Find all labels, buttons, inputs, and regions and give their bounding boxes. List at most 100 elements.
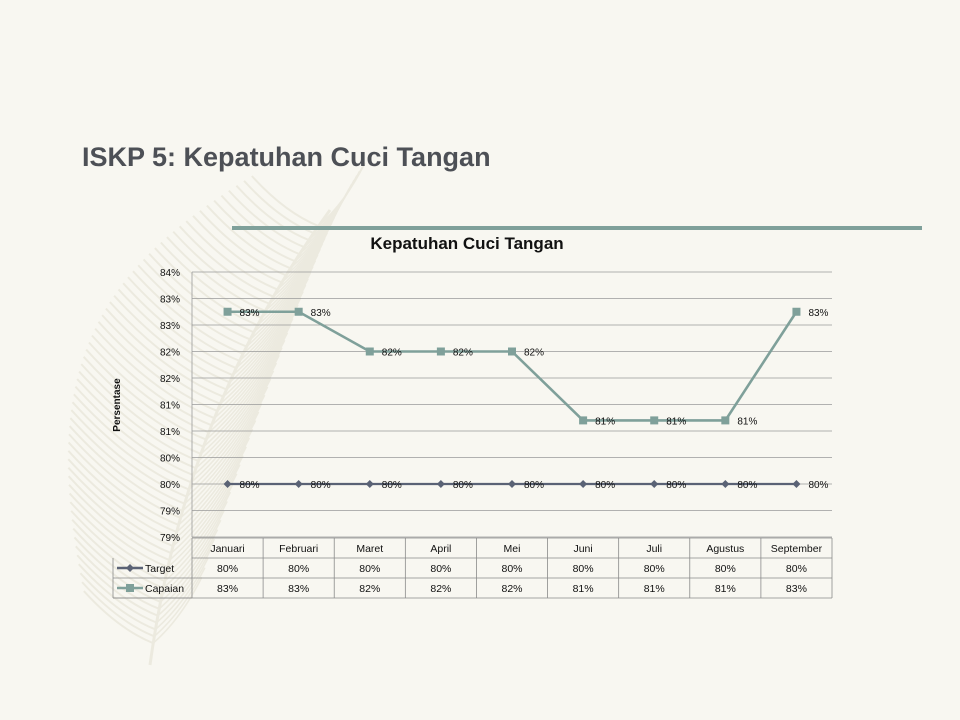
feather-barb-left	[67, 450, 178, 533]
y-tick-label: 83%	[160, 295, 180, 306]
feather-barb-right	[195, 354, 280, 469]
point-capaian	[721, 416, 730, 425]
point-target	[721, 480, 730, 488]
feather-barb-right	[186, 386, 269, 498]
feather-barb-left	[142, 258, 251, 341]
table-cell: 80%	[786, 563, 807, 575]
data-label-target: 80%	[737, 480, 757, 491]
table-cell: 80%	[288, 563, 309, 575]
table-cell: 80%	[644, 563, 665, 575]
feather-barb-right	[182, 403, 263, 512]
feather-barb-left	[69, 501, 167, 576]
feather-barb-right	[219, 291, 304, 405]
feather-barb-right	[172, 446, 247, 547]
table-header-cell: Maret	[356, 543, 383, 555]
feather-barb-left	[235, 185, 310, 241]
feather-barb-right	[205, 325, 291, 441]
feather-barb-right	[317, 162, 366, 227]
y-tick-label: 82%	[160, 348, 180, 359]
feather-barb-left	[220, 194, 300, 256]
feather-barb-right	[165, 482, 235, 575]
feather-barb-left	[91, 334, 213, 427]
table-cell: 83%	[288, 583, 309, 595]
data-label-capaian: 82%	[453, 348, 473, 359]
data-label-target: 80%	[524, 480, 544, 491]
feather-barb-left	[67, 458, 176, 541]
feather-barb-left	[80, 363, 202, 455]
table-cell: 81%	[644, 583, 665, 595]
table-header-cell: Februari	[279, 543, 318, 555]
table-cell: 80%	[430, 563, 451, 575]
feather-barb-left	[67, 475, 172, 555]
table-cell: 81%	[573, 583, 594, 595]
point-capaian	[436, 347, 445, 356]
feather-barb-right	[180, 411, 260, 519]
feather-barb-right	[174, 437, 251, 540]
feather-barb-right	[153, 567, 206, 637]
feather-barb-right	[159, 519, 222, 603]
y-tick-label: 82%	[160, 374, 180, 385]
table-cell: 80%	[359, 563, 380, 575]
y-axis-ticks: 84% 83% 83% 82% 82% 81% 81% 80% 80% 79% 79%	[160, 268, 180, 544]
table-cell: 80%	[715, 563, 736, 575]
table-cell: 80%	[217, 563, 238, 575]
feather-barb-right	[225, 278, 309, 391]
feather-barb-right	[158, 529, 219, 610]
point-capaian	[508, 347, 516, 356]
feather-barb-left	[79, 572, 156, 631]
data-label-capaian: 83%	[311, 308, 331, 319]
feather-barb-left	[105, 307, 224, 398]
feather-barb-left	[71, 401, 190, 491]
feather-barb-left	[251, 175, 319, 227]
table-cell: 80%	[573, 563, 594, 575]
table-header-cell: Juli	[646, 543, 662, 555]
feather-barb-left	[78, 370, 199, 462]
data-label-capaian: 83%	[240, 308, 260, 319]
feather-barb-left	[148, 253, 255, 334]
feather-barb-right	[178, 420, 257, 526]
feather-barb-right	[188, 378, 272, 491]
series-layer: 80% 80% 80% 80% 80% 80% 80% 80% 80% 83% 83% 82% 82% 8…	[223, 307, 829, 491]
feather-barb-right	[216, 297, 302, 412]
feather-barb-left	[122, 282, 237, 369]
point-capaian	[365, 347, 374, 356]
feather-barb-right	[154, 557, 209, 631]
feather-barb-left	[166, 236, 266, 312]
feather-barb-left	[76, 554, 159, 617]
feather-barb-left	[192, 215, 283, 284]
data-label-capaian: 81%	[595, 416, 615, 427]
point-capaian	[579, 416, 588, 425]
point-capaian	[650, 416, 659, 425]
feather-barb-left	[74, 385, 194, 477]
feather-barb-left	[70, 409, 188, 498]
point-target	[365, 480, 374, 488]
feather-barb-left	[73, 393, 192, 484]
feather-barb-left	[70, 510, 166, 583]
feather-barb-left	[68, 425, 183, 512]
feather-barb-left	[137, 264, 247, 348]
feather-barb-right	[164, 491, 232, 582]
feather-barb-left	[154, 247, 259, 327]
y-tick-label: 79%	[160, 533, 180, 544]
feather-barb-right	[211, 311, 297, 426]
legend-key-marker	[126, 564, 134, 572]
point-target	[508, 480, 516, 488]
y-tick-label: 80%	[160, 480, 180, 491]
table-cell: 82%	[501, 583, 522, 595]
y-tick-label: 79%	[160, 507, 180, 518]
table-cell: 83%	[786, 583, 807, 595]
feather-barb-right	[197, 347, 283, 462]
point-capaian	[294, 307, 303, 316]
feather-barb-right	[157, 538, 216, 617]
point-capaian	[792, 307, 801, 316]
feather-barb-left	[78, 563, 158, 624]
feather-barb-left	[88, 341, 210, 434]
point-capaian	[223, 307, 232, 316]
table-cell: 80%	[501, 563, 522, 575]
table-series-name: Capaian	[145, 583, 184, 595]
data-label-capaian: 81%	[737, 416, 757, 427]
chart-title: Kepatuhan Cuci Tangan	[370, 234, 563, 253]
feather-barb-left	[206, 204, 291, 270]
